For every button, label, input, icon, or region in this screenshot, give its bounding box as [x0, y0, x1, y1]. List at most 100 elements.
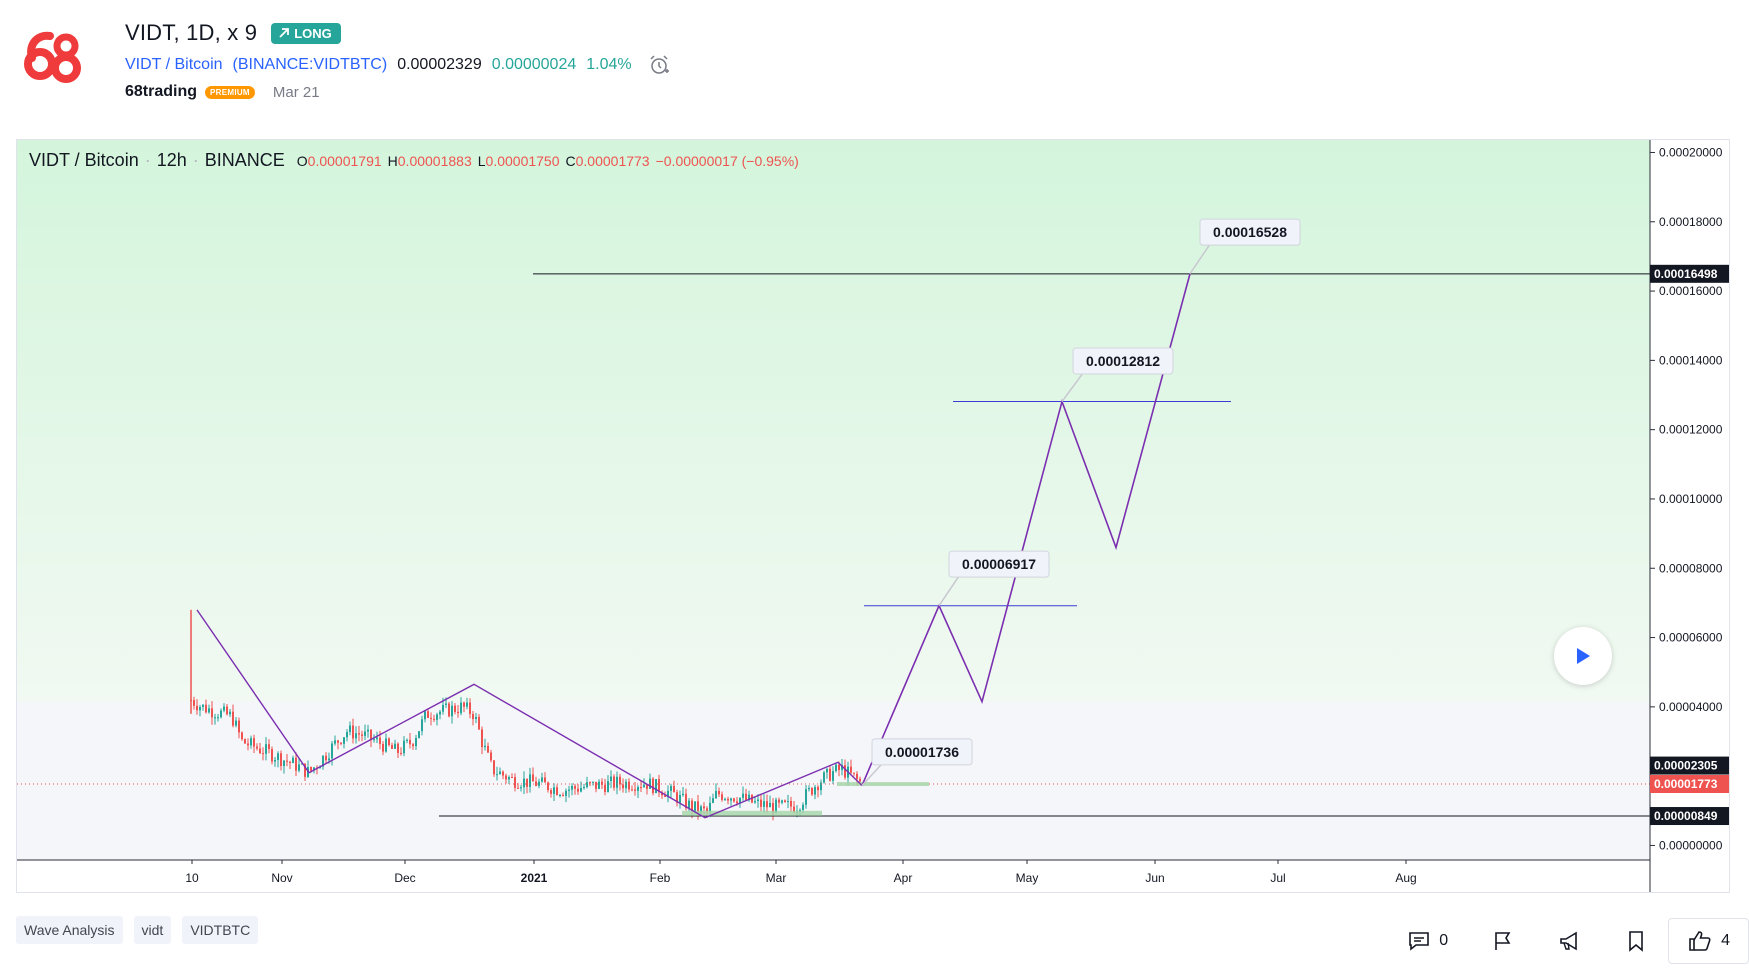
candle-body — [832, 771, 834, 781]
price-tick-label: 0.00016000 — [1659, 284, 1723, 298]
candle-body — [763, 801, 765, 807]
candle-body — [295, 757, 297, 771]
candle-body — [595, 781, 597, 789]
candle-body — [547, 782, 549, 791]
candle-body — [487, 745, 489, 753]
premium-badge: PREMIUM — [205, 85, 255, 99]
candle-body — [517, 787, 519, 789]
price-axis[interactable]: 0.00020000 0.00018000 0.00016000 0.00014000… — [1649, 140, 1730, 893]
candle-body — [703, 806, 705, 809]
last-price: 0.00002329 — [397, 56, 482, 73]
candle-body — [196, 705, 198, 711]
alarm-clock-icon[interactable] — [648, 54, 670, 76]
candle-body — [424, 711, 426, 720]
time-tick-label: Dec — [394, 871, 415, 885]
ohlc-low: 0.00001750 — [485, 153, 560, 169]
candle-body — [439, 711, 441, 715]
candle-body — [496, 774, 498, 776]
chart-background — [17, 140, 1650, 860]
candle-body — [802, 804, 804, 810]
candle-body — [298, 764, 300, 771]
candle-body — [445, 703, 447, 705]
candle-body — [523, 778, 525, 788]
candle-body — [736, 801, 738, 804]
callout-pointer — [1189, 243, 1211, 275]
price-tick-label: 0.00010000 — [1659, 492, 1723, 506]
play-replay-button[interactable] — [1554, 627, 1612, 685]
callout-label: 0.00006917 — [962, 556, 1036, 572]
ohlc-high: 0.00001883 — [397, 153, 472, 169]
candle-body — [193, 700, 195, 706]
candle-body — [685, 793, 687, 809]
like-button[interactable]: 4 — [1668, 918, 1749, 964]
candle-body — [406, 739, 408, 741]
chart-panel[interactable]: 0.00016528 0.00012812 0.00006917 0.00001736… — [16, 139, 1730, 893]
candle-body — [664, 795, 666, 797]
candle-body — [766, 801, 768, 808]
candle-body — [379, 737, 381, 744]
idea-header: VIDT, 1D, x 9 LONG VIDT / Bitcoin (BINAN… — [0, 0, 1749, 130]
candle-body — [376, 737, 378, 740]
candle-body — [784, 800, 786, 802]
tag-vidtbtc[interactable]: VIDTBTC — [182, 916, 259, 944]
candle-body — [247, 743, 249, 746]
candle-body — [448, 703, 450, 717]
candle-body — [739, 797, 741, 804]
candle-body — [475, 716, 477, 720]
share-button[interactable] — [1536, 930, 1604, 952]
candle-body — [709, 802, 711, 812]
candle-body — [304, 763, 306, 777]
author-logo[interactable] — [22, 28, 86, 84]
comment-icon — [1409, 932, 1429, 951]
candle-body — [394, 743, 396, 749]
play-icon — [1577, 648, 1590, 664]
candle-body — [508, 776, 510, 780]
report-button[interactable] — [1470, 930, 1536, 952]
candle-body — [841, 765, 843, 771]
flag-icon — [1495, 932, 1511, 950]
candle-body — [451, 705, 453, 717]
candle-body — [589, 782, 591, 784]
candle-body — [826, 768, 828, 773]
candle-body — [772, 802, 774, 813]
candle-body — [643, 784, 645, 788]
candle-body — [856, 773, 858, 779]
candle-body — [748, 794, 750, 801]
candle-body — [718, 790, 720, 795]
candle-body — [460, 702, 462, 714]
tag-vidt[interactable]: vidt — [133, 916, 172, 944]
time-axis[interactable]: 10 Nov Dec 2021 Feb Mar Apr May Jun Jul Aug — [17, 859, 1650, 885]
candle-body — [340, 742, 342, 744]
tag-wave-analysis[interactable]: Wave Analysis — [16, 916, 123, 944]
symbol-name-link[interactable]: VIDT / Bitcoin — [125, 56, 223, 73]
candle-body — [652, 778, 654, 794]
candle-body — [514, 777, 516, 788]
ohlc-open: 0.00001791 — [307, 153, 382, 169]
price-axis-label: 0.00001773 — [1654, 777, 1718, 791]
price-chart[interactable]: 0.00016528 0.00012812 0.00006917 0.00001736… — [17, 140, 1730, 893]
candle-body — [628, 781, 630, 790]
bookmark-button[interactable] — [1604, 930, 1668, 952]
author-name[interactable]: 68trading — [125, 83, 198, 100]
candle-body — [814, 786, 816, 795]
candle-body — [562, 795, 564, 797]
legend-exchange: BINANCE — [204, 150, 285, 170]
exchange-symbol-link[interactable]: (BINANCE:VIDTBTC) — [232, 56, 388, 73]
candle-body — [199, 706, 201, 711]
candle-body — [670, 786, 672, 791]
candle-body — [760, 799, 762, 807]
candle-body — [433, 718, 435, 720]
candle-body — [634, 789, 636, 791]
candle-body — [544, 777, 546, 783]
price-change-pct: 1.04% — [586, 56, 632, 73]
candle-body — [232, 711, 234, 726]
comments-button[interactable]: 0 — [1385, 930, 1470, 952]
candle-body — [349, 725, 351, 733]
candle-body — [676, 792, 678, 803]
candle-body — [397, 743, 399, 753]
candle-body — [328, 758, 330, 761]
ohlc-low-label: L — [477, 153, 486, 169]
candle-body — [838, 764, 840, 771]
candle-body — [478, 716, 480, 730]
price-axis-label-bg — [1650, 756, 1729, 775]
